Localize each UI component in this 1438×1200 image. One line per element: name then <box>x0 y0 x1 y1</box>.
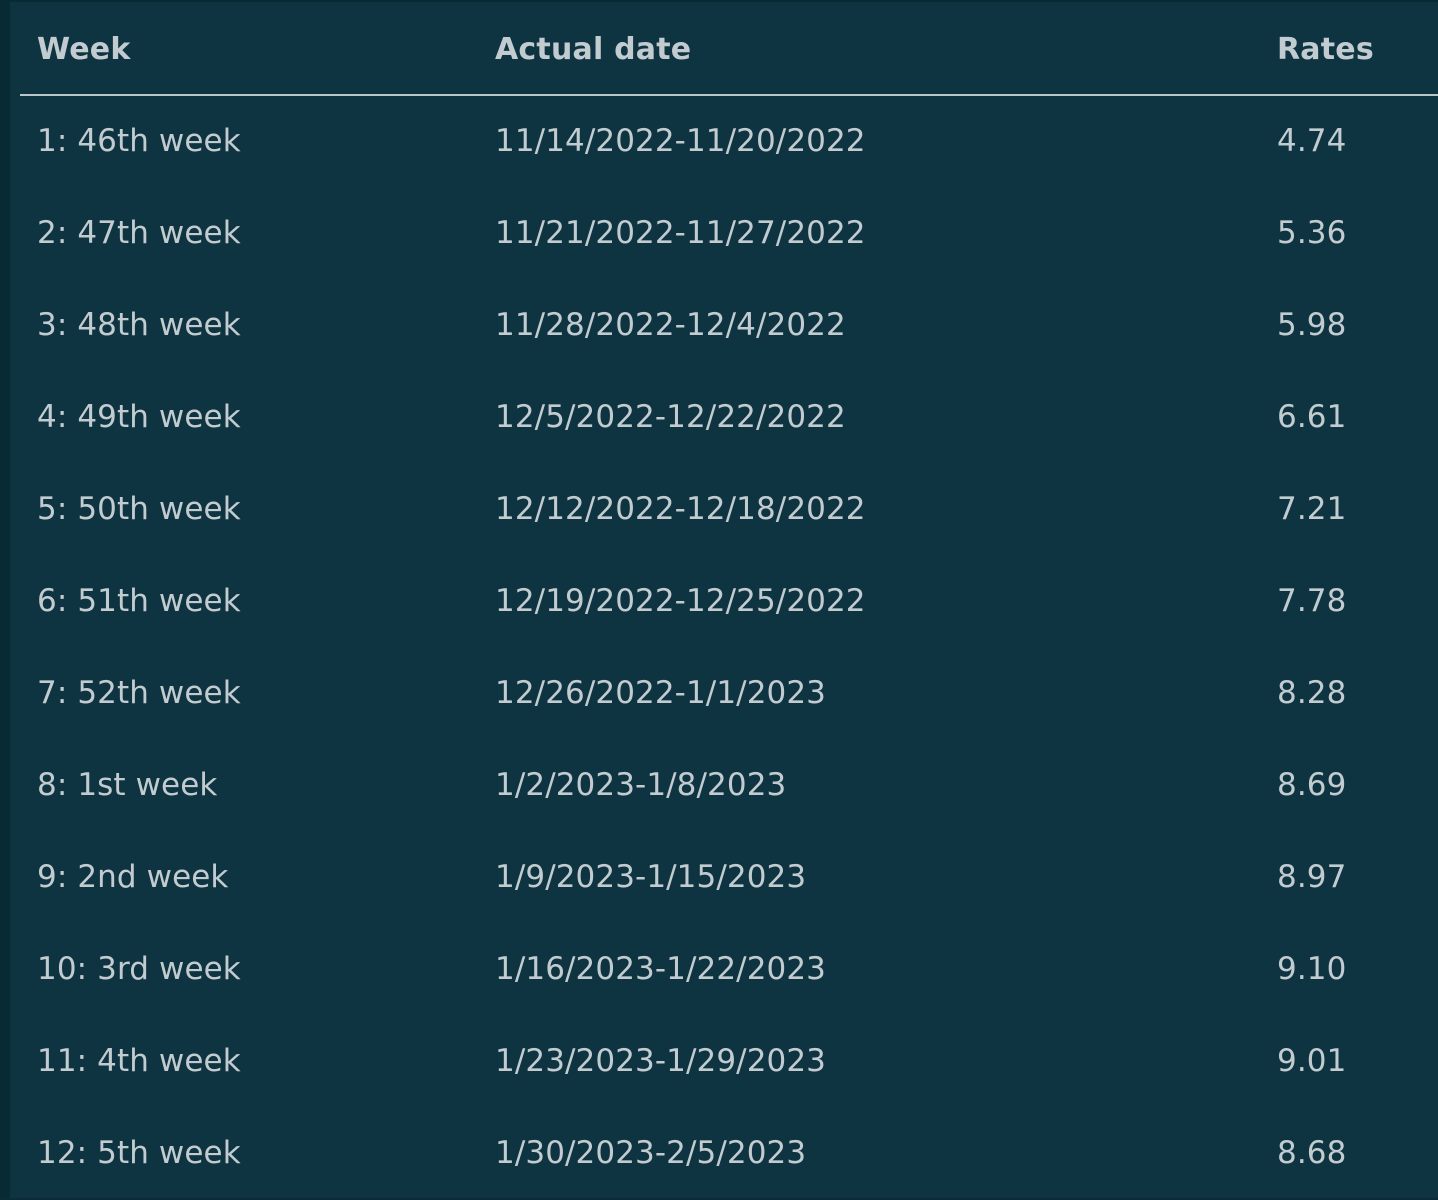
rate-cell: 7.21 <box>1277 491 1347 527</box>
date-cell: 1/2/2023-1/8/2023 <box>495 767 787 803</box>
week-cell: 12: 5th week <box>37 1135 241 1171</box>
week-cell: 10: 3rd week <box>37 951 241 987</box>
week-cell: 1: 46th week <box>37 123 241 159</box>
table-row: 11: 4th week 1/23/2023-1/29/2023 9.01 <box>20 1016 1438 1108</box>
week-cell: 6: 51th week <box>37 583 241 619</box>
table-row: 9: 2nd week 1/9/2023-1/15/2023 8.97 <box>20 832 1438 924</box>
week-cell: 9: 2nd week <box>37 859 229 895</box>
rates-table: Week Actual date Rates 1: 46th week 11/1… <box>20 4 1438 1200</box>
date-cell: 12/19/2022-12/25/2022 <box>495 583 866 619</box>
table-row: 7: 52th week 12/26/2022-1/1/2023 8.28 <box>20 648 1438 740</box>
rate-cell: 7.78 <box>1277 583 1347 619</box>
table-row: 1: 46th week 11/14/2022-11/20/2022 4.74 <box>20 96 1438 188</box>
week-cell: 4: 49th week <box>37 399 241 435</box>
rate-cell: 8.68 <box>1277 1135 1347 1171</box>
rate-cell: 9.10 <box>1277 951 1347 987</box>
date-cell: 11/28/2022-12/4/2022 <box>495 307 846 343</box>
week-cell: 2: 47th week <box>37 215 241 251</box>
header-week: Week <box>37 32 131 67</box>
rate-cell: 6.61 <box>1277 399 1347 435</box>
table-header: Week Actual date Rates <box>20 4 1438 96</box>
header-rates: Rates <box>1277 32 1374 67</box>
date-cell: 1/9/2023-1/15/2023 <box>495 859 807 895</box>
date-cell: 12/12/2022-12/18/2022 <box>495 491 866 527</box>
rate-cell: 8.69 <box>1277 767 1347 803</box>
rate-cell: 4.74 <box>1277 123 1347 159</box>
table-row: 3: 48th week 11/28/2022-12/4/2022 5.98 <box>20 280 1438 372</box>
table-row: 6: 51th week 12/19/2022-12/25/2022 7.78 <box>20 556 1438 648</box>
week-cell: 3: 48th week <box>37 307 241 343</box>
rate-cell: 9.01 <box>1277 1043 1347 1079</box>
week-cell: 7: 52th week <box>37 675 241 711</box>
date-cell: 11/21/2022-11/27/2022 <box>495 215 866 251</box>
date-cell: 12/5/2022-12/22/2022 <box>495 399 846 435</box>
table-row: 5: 50th week 12/12/2022-12/18/2022 7.21 <box>20 464 1438 556</box>
week-cell: 8: 1st week <box>37 767 218 803</box>
rate-cell: 5.36 <box>1277 215 1347 251</box>
table-row: 2: 47th week 11/21/2022-11/27/2022 5.36 <box>20 188 1438 280</box>
date-cell: 1/16/2023-1/22/2023 <box>495 951 826 987</box>
header-actual-date: Actual date <box>495 32 692 67</box>
date-cell: 11/14/2022-11/20/2022 <box>495 123 866 159</box>
week-cell: 5: 50th week <box>37 491 241 527</box>
rate-cell: 5.98 <box>1277 307 1347 343</box>
rate-cell: 8.28 <box>1277 675 1347 711</box>
date-cell: 1/30/2023-2/5/2023 <box>495 1135 807 1171</box>
date-cell: 1/23/2023-1/29/2023 <box>495 1043 826 1079</box>
table-row: 12: 5th week 1/30/2023-2/5/2023 8.68 <box>20 1108 1438 1200</box>
rate-cell: 8.97 <box>1277 859 1347 895</box>
table-row: 10: 3rd week 1/16/2023-1/22/2023 9.10 <box>20 924 1438 1016</box>
date-cell: 12/26/2022-1/1/2023 <box>495 675 826 711</box>
table-row: 4: 49th week 12/5/2022-12/22/2022 6.61 <box>20 372 1438 464</box>
week-cell: 11: 4th week <box>37 1043 241 1079</box>
table-row: 8: 1st week 1/2/2023-1/8/2023 8.69 <box>20 740 1438 832</box>
